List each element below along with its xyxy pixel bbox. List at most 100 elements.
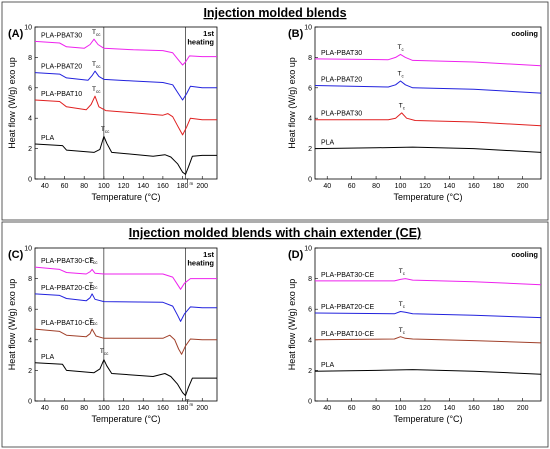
y-tick-label: 6 <box>308 85 312 92</box>
y-tick-label: 6 <box>308 307 312 314</box>
plot-frame <box>34 247 218 402</box>
x-tick-label: 100 <box>98 405 110 412</box>
y-tick-label: 8 <box>308 276 312 283</box>
series-label: PLA-PBAT30 <box>41 32 82 39</box>
y-tick-label: 6 <box>28 307 32 314</box>
series-label: PLA-PBAT30-CE <box>321 272 374 279</box>
peak-annotation: Tm <box>185 178 193 186</box>
series-line-3 <box>315 112 542 127</box>
y-axis-title: Heat flow (W/g) exo up <box>287 279 297 371</box>
x-tick-label: 120 <box>419 183 431 190</box>
x-tick-label: 40 <box>323 183 331 190</box>
x-tick-label: 180 <box>177 405 189 412</box>
peak-annotation-symbol: T <box>399 301 403 308</box>
x-tick-label: 140 <box>444 405 456 412</box>
x-tick-label: 140 <box>137 405 149 412</box>
series-label: PLA <box>321 362 335 369</box>
y-tick-label: 0 <box>308 177 312 184</box>
peak-annotation: Tc <box>399 327 406 335</box>
series-line-4 <box>34 359 217 397</box>
y-tick-label: 2 <box>28 146 32 153</box>
bottom-section-frame <box>1 221 549 448</box>
series-label: PLA <box>41 354 55 361</box>
y-tick-label: 4 <box>28 337 32 344</box>
peak-annotation-symbol: T <box>101 126 105 133</box>
series-line-2 <box>34 70 217 101</box>
x-tick-label: 40 <box>41 405 49 412</box>
x-axis-title: Temperature (°C) <box>91 192 160 202</box>
x-tick-label: 160 <box>468 183 480 190</box>
x-tick-label: 80 <box>372 183 380 190</box>
peak-annotation: Tcc <box>89 318 98 326</box>
x-tick-label: 100 <box>395 405 407 412</box>
series-line-3 <box>34 328 217 355</box>
peak-annotation-subscript: cc <box>105 129 110 134</box>
peak-annotation-symbol: T <box>399 103 403 110</box>
series-label: PLA-PBAT10-CE <box>41 320 94 327</box>
mode-label: cooling <box>511 29 538 38</box>
series-label: PLA-PBAT30-CE <box>41 258 94 265</box>
series-line-3 <box>34 95 217 136</box>
peak-annotation-subscript: m <box>189 181 193 186</box>
peak-annotation: Tcc <box>92 61 101 69</box>
bottom-section-title: Injection molded blends with chain exten… <box>129 226 421 240</box>
mode-label: heating <box>187 38 214 47</box>
peak-annotation-symbol: T <box>92 61 96 68</box>
series-line-3 <box>314 336 542 344</box>
x-tick-label: 160 <box>468 405 480 412</box>
series-line-4 <box>34 135 217 175</box>
series-line-1 <box>314 53 542 67</box>
peak-annotation-symbol: T <box>185 178 189 185</box>
peak-annotation-subscript: cc <box>104 351 109 356</box>
series-line-1 <box>34 266 217 290</box>
x-tick-label: 180 <box>492 405 504 412</box>
peak-annotation-symbol: T <box>398 71 402 78</box>
peak-annotation-symbol: T <box>89 318 93 325</box>
top-section-title: Injection molded blends <box>203 6 346 20</box>
x-tick-label: 120 <box>118 183 130 190</box>
y-tick-label: 10 <box>304 246 312 253</box>
peak-annotation-subscript: cc <box>96 32 101 37</box>
x-tick-label: 160 <box>157 183 169 190</box>
peak-annotation-subscript: cc <box>96 89 101 94</box>
y-tick-label: 10 <box>24 25 32 32</box>
x-axis-title: Temperature (°C) <box>393 192 462 202</box>
peak-annotation-subscript: c <box>401 74 404 79</box>
peak-annotation: Tm <box>185 399 193 407</box>
series-line-2 <box>314 80 542 94</box>
peak-annotation: Tc <box>398 44 405 52</box>
peak-annotation-symbol: T <box>185 399 189 406</box>
peak-annotation-subscript: m <box>189 402 193 407</box>
peak-annotation-symbol: T <box>89 257 93 264</box>
peak-annotation-subscript: c <box>403 304 406 309</box>
y-tick-label: 0 <box>308 399 312 406</box>
x-tick-label: 120 <box>419 405 431 412</box>
mode-label: heating <box>187 259 214 268</box>
x-tick-label: 200 <box>517 183 529 190</box>
y-tick-label: 4 <box>308 337 312 344</box>
x-tick-label: 80 <box>80 405 88 412</box>
y-axis-title: Heat flow (W/g) exo up <box>7 57 17 149</box>
y-tick-label: 8 <box>308 55 312 62</box>
peak-annotation-subscript: cc <box>93 260 98 265</box>
peak-annotation: Tcc <box>92 86 101 94</box>
plot-frame <box>314 247 542 402</box>
series-line-4 <box>314 146 542 153</box>
peak-annotation-subscript: c <box>403 330 406 335</box>
series-line-4 <box>314 369 542 375</box>
x-tick-label: 140 <box>137 183 149 190</box>
x-tick-label: 100 <box>98 183 110 190</box>
series-line-1 <box>315 278 542 286</box>
peak-annotation-subscript: c <box>403 271 406 276</box>
peak-annotation-symbol: T <box>89 282 93 289</box>
peak-annotation: Tcc <box>89 257 98 265</box>
peak-annotation: Tc <box>399 301 406 309</box>
y-tick-label: 8 <box>28 55 32 62</box>
series-label: PLA-PBAT20-CE <box>321 304 374 311</box>
y-tick-label: 2 <box>308 146 312 153</box>
y-tick-label: 4 <box>28 116 32 123</box>
peak-annotation: Tcc <box>101 126 110 134</box>
